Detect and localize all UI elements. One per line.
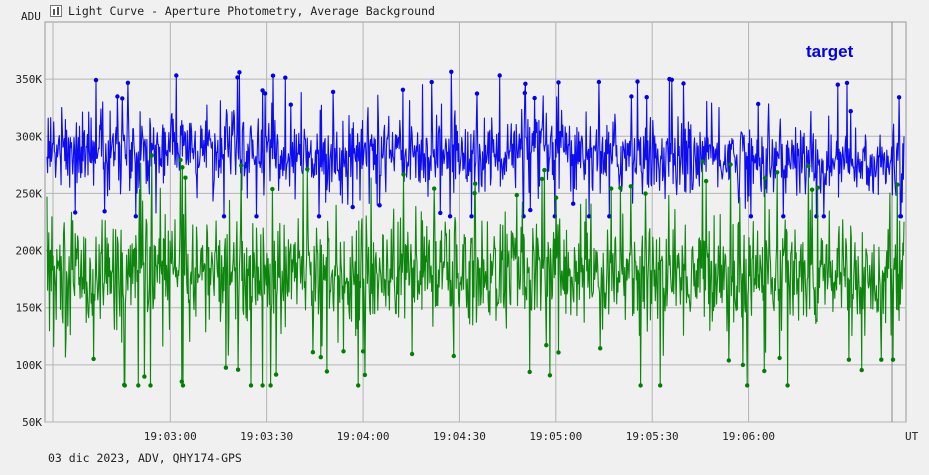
x-tick-label: 19:06:00 [722,430,775,443]
series-layer [46,69,905,388]
y-tick-label: 350K [16,73,43,86]
x-tick-label: 19:04:00 [337,430,390,443]
axis-layer: 50K 100K 150K 200K 250K 300K 350K 19:03:00 19:03… [16,73,776,443]
comparison-series-line [46,154,905,386]
target-annotation: target [806,42,854,61]
x-tick-label: 19:04:30 [433,430,486,443]
x-tick-label: 19:05:30 [626,430,679,443]
y-tick-label: 200K [16,245,43,258]
chart-title: Light Curve - Aperture Photometry, Avera… [68,4,435,18]
y-tick-label: 300K [16,130,43,143]
light-curve-icon[interactable] [50,5,62,17]
y-tick-label: 150K [16,302,43,315]
window-title: Light Curve - Aperture Photometry, Avera… [50,2,435,20]
y-axis-label: ADU [21,10,41,23]
x-tick-label: 19:03:30 [240,430,293,443]
x-axis-label: UT [905,430,919,443]
x-tick-label: 19:03:00 [144,430,197,443]
y-tick-label: 250K [16,187,43,200]
status-footer: 03 dic 2023, ADV, QHY174-GPS [48,451,242,465]
target-series-line [46,71,905,217]
y-tick-label: 50K [22,416,42,429]
x-tick-label: 19:05:00 [529,430,582,443]
y-tick-label: 100K [16,359,43,372]
